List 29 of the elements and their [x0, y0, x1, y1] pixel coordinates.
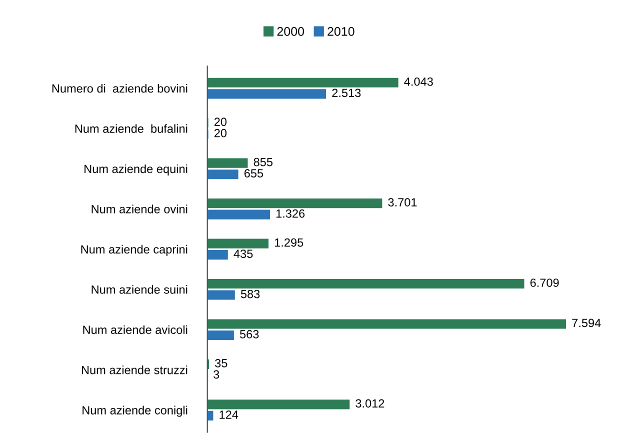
y-tick-label: Num aziende caprini: [81, 244, 188, 256]
legend-label: 2010: [328, 27, 354, 36]
data-label: 3.012: [356, 399, 384, 408]
y-tick-label: Numero di aziende bovini: [52, 84, 188, 93]
y-tick-label: Num aziende struzzi: [82, 366, 188, 374]
data-label: 124: [220, 410, 238, 419]
data-label: 855: [254, 158, 273, 166]
y-tick-label: Num aziende suini: [92, 285, 188, 294]
data-label: 583: [240, 290, 260, 298]
data-label: 655: [244, 169, 264, 178]
data-label: 563: [240, 330, 259, 338]
data-label: 6.709: [530, 278, 559, 287]
data-label: 1.295: [274, 238, 304, 247]
y-tick-label: Num aziende avicoli: [83, 325, 188, 334]
y-tick-label: Num aziende bufalini: [75, 124, 188, 133]
data-label: 4.043: [404, 77, 433, 86]
data-label: 35: [215, 359, 228, 368]
data-label: 20: [214, 118, 227, 126]
y-tick-label: Num aziende equini: [84, 164, 188, 176]
data-label: 2.513: [332, 88, 361, 98]
legend-label: 2000: [277, 27, 304, 36]
data-label: 7.594: [572, 318, 601, 328]
data-label: 20: [214, 128, 227, 138]
data-label: 1.326: [276, 209, 305, 218]
y-tick-label: Num aziende ovini: [92, 204, 188, 214]
y-tick-label: Num aziende conigli: [82, 406, 188, 417]
data-label: 435: [234, 250, 253, 258]
data-label: 3.701: [388, 198, 417, 206]
data-label: 3: [214, 370, 220, 379]
